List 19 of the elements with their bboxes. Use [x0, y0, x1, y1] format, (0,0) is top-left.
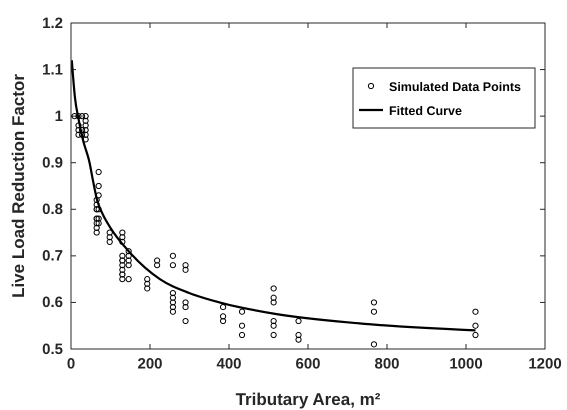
y-tick-label: 0.6: [42, 294, 63, 312]
x-tick-label: 1200: [528, 356, 562, 373]
legend-label: Simulated Data Points: [389, 80, 522, 94]
y-tick-label: 0.8: [42, 201, 63, 218]
legend-label: Fitted Curve: [389, 104, 462, 118]
y-axis-title: Live Load Reduction Factor: [9, 74, 28, 298]
y-tick-label: 0.5: [42, 340, 63, 358]
x-tick-label: 200: [137, 356, 163, 373]
y-tick-label: 0.7: [42, 248, 63, 265]
x-tick-label: 1000: [449, 356, 483, 373]
y-tick-label: 1.2: [42, 14, 63, 32]
x-tick-label: 400: [216, 356, 242, 373]
x-tick-label: 800: [374, 356, 400, 373]
y-tick-label: 0.9: [42, 154, 63, 172]
x-tick-label: 600: [295, 356, 321, 373]
x-tick-label: 0: [66, 356, 76, 373]
x-axis-title: Tributary Area, m²: [236, 390, 381, 409]
y-tick-label: 1: [54, 108, 63, 125]
y-tick-label: 1.1: [42, 61, 63, 78]
